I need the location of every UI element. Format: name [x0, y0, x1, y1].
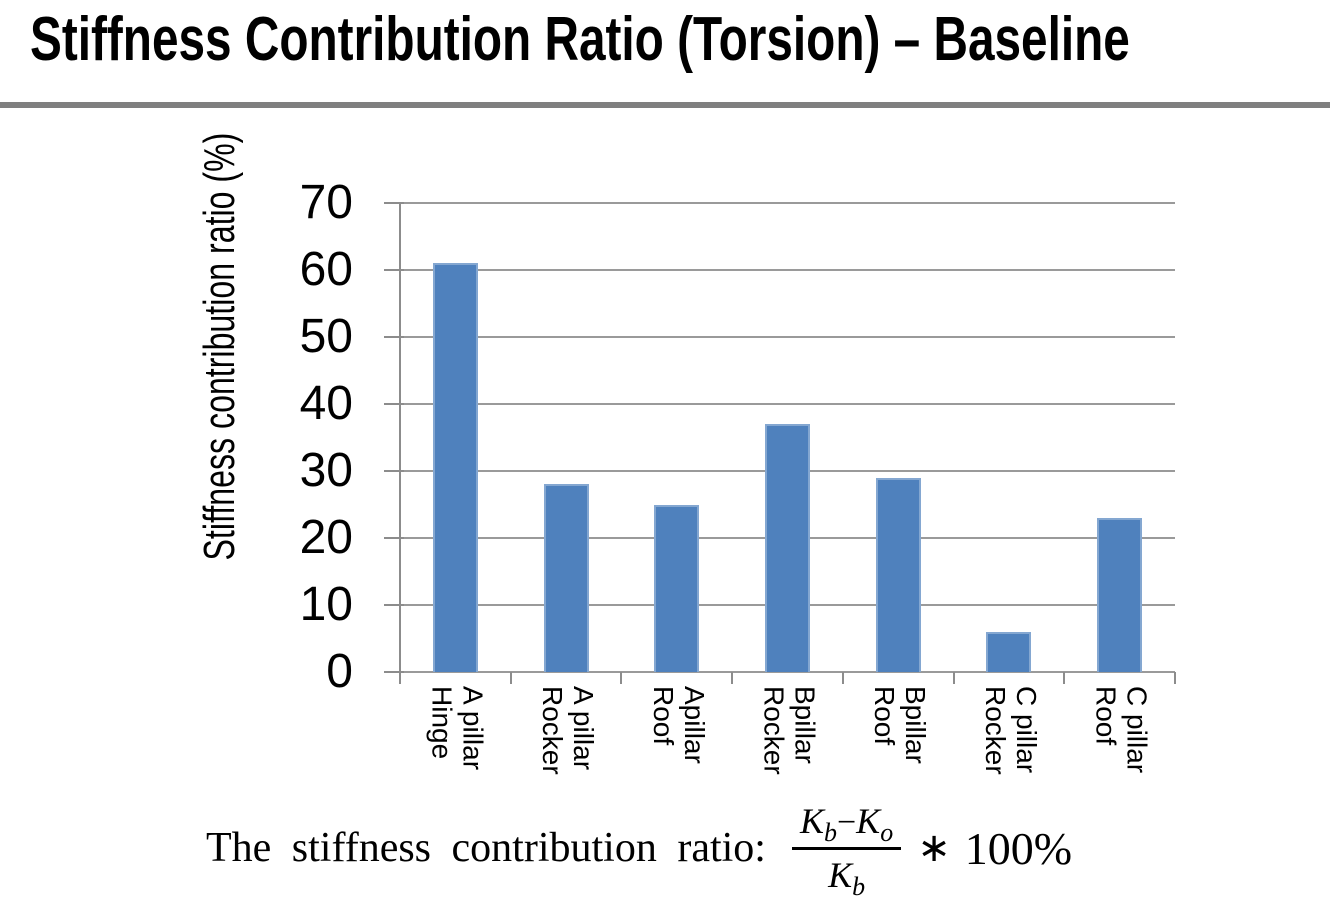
- y-tick-label: 30: [299, 444, 353, 497]
- x-category-label: A pillar Rocker: [537, 686, 600, 775]
- x-category-label: Bpillar Rocker: [758, 686, 821, 775]
- x-axis-tick: [509, 672, 512, 684]
- gridline: [400, 403, 1175, 405]
- y-tick-label: 0: [326, 645, 353, 698]
- bar: [432, 263, 478, 672]
- bar: [986, 631, 1032, 672]
- y-tick-label: 10: [299, 578, 353, 631]
- y-axis-tick: [384, 269, 404, 271]
- formula-fraction: Kb−Ko Kb: [791, 800, 902, 900]
- y-axis-tick: [384, 671, 404, 673]
- formula-prefix-text: The stiffness contribution ratio:: [206, 825, 766, 871]
- x-axis-tick: [731, 672, 734, 684]
- symbol-Ko: K: [856, 801, 881, 841]
- y-tick-label: 60: [299, 243, 353, 296]
- y-axis-tick: [384, 470, 404, 472]
- minus-sign: −: [836, 804, 857, 841]
- y-axis-tick: [384, 336, 404, 338]
- subscript-b: b: [823, 818, 837, 847]
- symbol-Kb: K: [799, 801, 824, 841]
- x-category-label: Bpillar Roof: [869, 686, 932, 764]
- stiffness-ratio-formula: The stiffness contribution ratio: Kb−Ko …: [206, 792, 1072, 904]
- bar: [875, 477, 921, 672]
- y-tick-label: 20: [299, 511, 353, 564]
- subscript-o: o: [880, 818, 894, 847]
- formula-suffix-text: 100%: [964, 822, 1073, 874]
- bar: [765, 424, 810, 672]
- gridline: [400, 269, 1175, 271]
- page-title: Stiffness Contribution Ratio (Torsion) –…: [30, 5, 1130, 74]
- y-axis-tick: [384, 202, 404, 204]
- x-axis-tick: [841, 672, 844, 684]
- gridline: [400, 671, 1175, 673]
- fraction-numerator: Kb−Ko: [791, 800, 902, 850]
- gridline: [400, 336, 1175, 338]
- y-tick-label: 40: [299, 377, 353, 430]
- x-axis-tick: [1174, 672, 1176, 684]
- title-divider-line: [0, 102, 1330, 108]
- y-axis-tick: [384, 604, 404, 606]
- x-axis-tick: [399, 672, 401, 684]
- symbol-Kb-den: K: [828, 855, 853, 895]
- fraction-denominator: Kb: [792, 850, 901, 900]
- x-category-label: C pillar Rocker: [979, 686, 1042, 775]
- y-tick-label: 70: [299, 176, 353, 229]
- x-axis-tick: [620, 672, 623, 684]
- multiplication-operator: ∗: [917, 825, 951, 871]
- x-category-label: A pillar Hinge: [426, 686, 489, 771]
- bar: [654, 504, 700, 672]
- subscript-b-den: b: [852, 872, 866, 901]
- x-axis-tick: [1063, 672, 1066, 684]
- y-axis-line: [399, 203, 401, 673]
- gridline: [400, 202, 1175, 204]
- x-axis-tick: [952, 672, 955, 684]
- bar: [543, 484, 589, 672]
- y-tick-label: 50: [299, 310, 353, 363]
- x-category-label: C pillar Roof: [1090, 686, 1153, 774]
- x-category-label: Apillar Roof: [647, 686, 710, 764]
- y-axis-tick: [384, 537, 404, 539]
- bar-chart-plot-area: 70 60 50 40 30 20 10 0 A pillar Hinge A pillar Ro…: [300, 178, 1176, 775]
- y-axis-tick: [384, 403, 404, 405]
- bar: [1097, 517, 1143, 672]
